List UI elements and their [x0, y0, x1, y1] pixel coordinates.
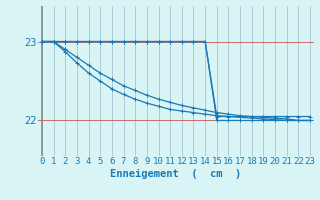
X-axis label: Enneigement  (  cm  ): Enneigement ( cm ) [110, 169, 242, 179]
